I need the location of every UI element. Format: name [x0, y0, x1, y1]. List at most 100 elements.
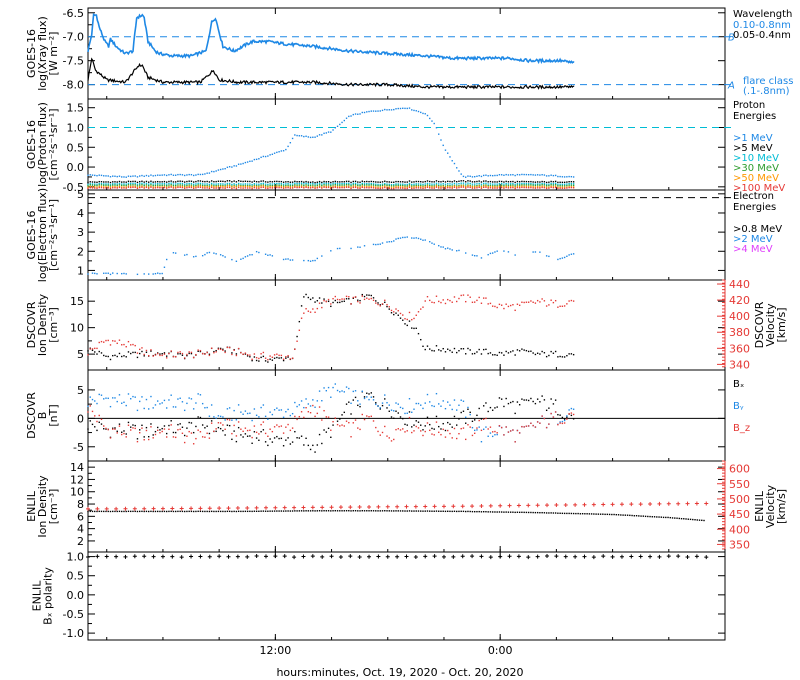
data-point — [222, 255, 224, 257]
data-point — [381, 186, 384, 188]
data-point — [384, 108, 386, 111]
data-point — [136, 186, 139, 189]
data-point — [536, 185, 539, 188]
data-point — [692, 518, 694, 521]
data-point — [489, 180, 492, 183]
data-point — [476, 299, 478, 302]
data-point — [489, 187, 492, 189]
data-point — [451, 510, 453, 513]
data-point — [469, 411, 471, 414]
data-point — [368, 393, 370, 395]
data-point — [512, 304, 514, 306]
data-point — [278, 183, 280, 185]
data-point — [482, 174, 485, 177]
data-point — [359, 302, 361, 304]
data-point — [150, 186, 152, 188]
data-point — [103, 181, 105, 183]
data-point — [680, 517, 683, 520]
data-point — [638, 502, 643, 507]
data-point — [530, 350, 532, 352]
data-point — [96, 175, 98, 177]
data-point — [190, 180, 193, 182]
data-point — [280, 354, 283, 357]
data-point — [390, 187, 393, 190]
data-point — [271, 359, 274, 361]
data-point — [148, 510, 150, 513]
data-point — [226, 408, 229, 410]
y-axis-label-line: [cm⁻³] — [47, 307, 60, 343]
data-point — [192, 181, 195, 183]
data-point — [482, 511, 485, 513]
data-point — [494, 174, 496, 177]
data-point — [545, 185, 548, 187]
data-point — [411, 327, 413, 329]
series-proton-0 — [87, 107, 575, 178]
data-point — [208, 510, 211, 513]
data-point — [96, 273, 98, 275]
data-point — [303, 312, 305, 314]
data-point — [139, 348, 141, 351]
data-point — [95, 506, 100, 511]
data-point — [348, 505, 353, 510]
data-point — [441, 554, 446, 559]
data-point — [572, 183, 575, 185]
data-point — [599, 513, 602, 515]
data-point — [125, 404, 127, 407]
data-point — [87, 181, 89, 184]
data-point — [100, 181, 103, 183]
data-point — [312, 444, 314, 447]
data-point — [251, 419, 253, 422]
data-point — [357, 187, 359, 189]
data-point — [451, 160, 453, 162]
data-point — [561, 257, 564, 259]
data-point — [343, 411, 345, 414]
data-point — [527, 183, 530, 185]
data-point — [694, 554, 699, 559]
data-point — [271, 255, 274, 257]
data-point — [233, 424, 235, 427]
data-point — [523, 182, 525, 185]
data-point — [130, 186, 132, 189]
data-point — [105, 175, 107, 177]
data-point — [208, 172, 211, 174]
data-point — [235, 183, 238, 186]
data-point — [422, 429, 424, 431]
data-point — [150, 423, 152, 425]
data-point — [462, 184, 465, 186]
data-point — [186, 427, 188, 429]
data-point — [523, 186, 525, 189]
data-point — [536, 183, 539, 185]
data-point — [336, 184, 339, 186]
data-point — [177, 186, 179, 189]
data-point — [521, 184, 523, 186]
data-point — [332, 182, 334, 185]
data-point — [384, 180, 386, 182]
data-point — [376, 504, 381, 509]
data-point — [377, 405, 379, 407]
data-point — [453, 185, 456, 187]
series-xray-1 — [87, 57, 575, 90]
data-point — [103, 428, 105, 430]
data-point — [154, 272, 157, 275]
data-point — [240, 258, 242, 260]
data-point — [334, 417, 337, 419]
data-point — [323, 409, 325, 412]
data-point — [541, 298, 543, 300]
data-point — [395, 312, 397, 314]
data-point — [123, 176, 125, 178]
data-point — [471, 301, 474, 304]
data-point — [548, 181, 550, 183]
right-y-tick-label: 350 — [729, 538, 750, 551]
data-point — [438, 180, 440, 183]
data-point — [473, 185, 476, 187]
data-point — [292, 555, 297, 560]
data-point — [456, 186, 458, 188]
data-point — [114, 510, 116, 513]
data-point — [224, 167, 226, 170]
data-point — [379, 434, 381, 436]
data-point — [402, 184, 404, 187]
data-point — [397, 107, 399, 110]
data-point — [541, 415, 543, 417]
data-point — [100, 423, 103, 425]
data-point — [255, 437, 258, 439]
